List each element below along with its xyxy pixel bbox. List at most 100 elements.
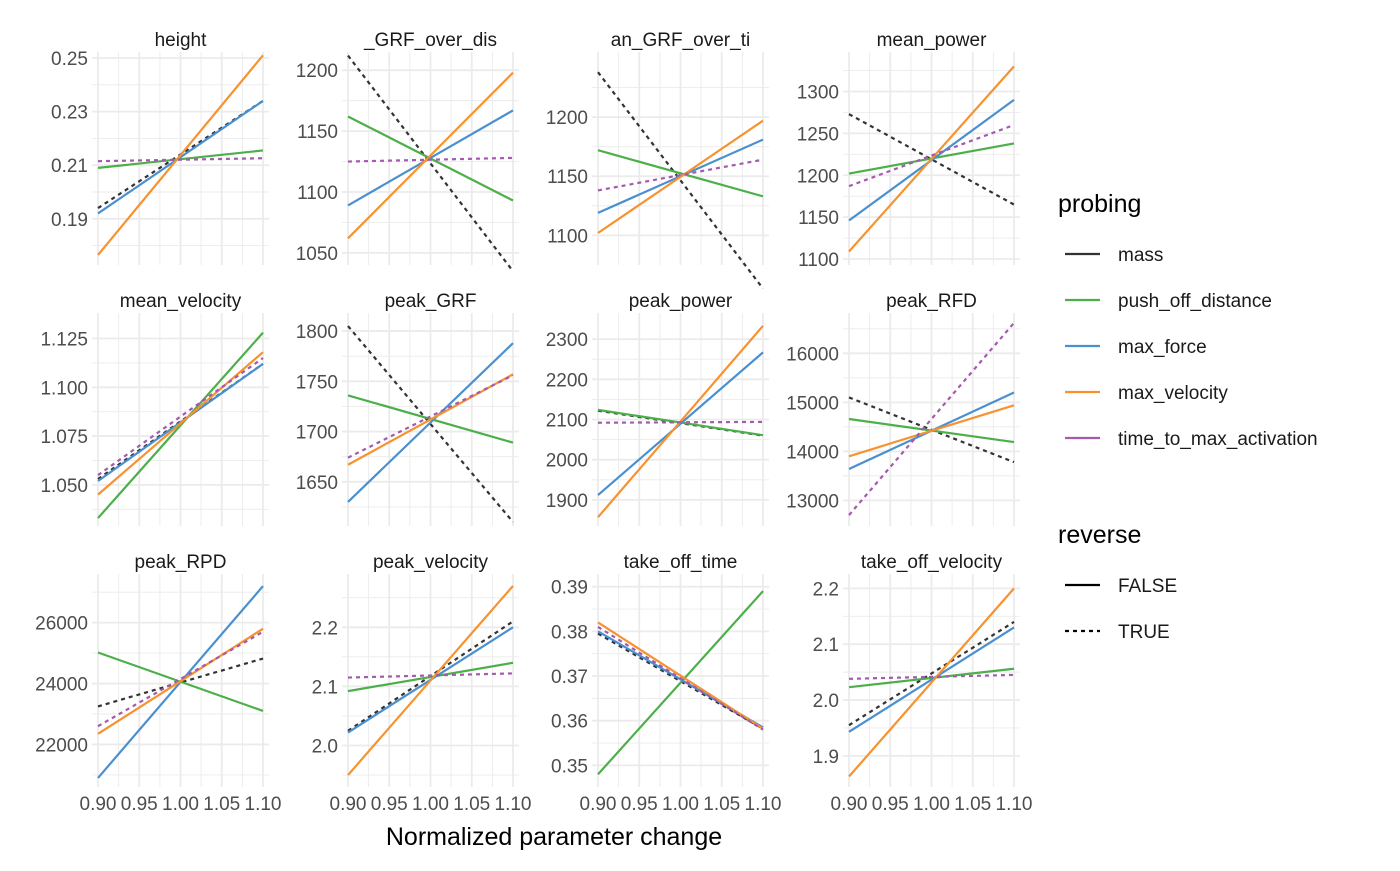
y-tick-label: 13000 [786, 491, 839, 512]
series-line-max-velocity [347, 71, 514, 240]
series-line-max-velocity [848, 587, 1015, 778]
panel-grid [592, 574, 769, 787]
legend: probing mass push_off_distance max_forcema… [1058, 190, 1318, 643]
x-tick-label: 1.00 [412, 794, 449, 815]
facet-panel: _GRF_over_dis 1050 1100 1150 1200 [296, 30, 519, 272]
y-tick-label: 0.21 [51, 156, 88, 177]
y-tick-label: 24000 [35, 675, 88, 696]
x-tick-label: 0.95 [121, 794, 158, 815]
x-tick-label: 1.00 [913, 794, 950, 815]
y-tick-label: 0.37 [551, 667, 588, 688]
x-tick-label: 1.10 [996, 794, 1033, 815]
y-tick-label: 2.2 [312, 618, 338, 639]
x-tick-label: 1.05 [954, 794, 991, 815]
series-line-max-velocity [848, 404, 1015, 458]
facet-panel: peak_RPD 22000 24000 26000 0.90 0.95 1.00 1.05 1… [35, 552, 281, 815]
legend-probing-items: mass push_off_distance max_force max_veloci… [1065, 245, 1318, 450]
y-tick-label: 26000 [35, 614, 88, 635]
series-line-push-off-distance [347, 661, 514, 693]
x-tick-label: 1.10 [745, 794, 782, 815]
series-line-time-to-max-activation [848, 123, 1015, 188]
panel-title: take_off_velocity [861, 552, 1003, 573]
legend-label: TRUE [1118, 622, 1170, 643]
x-axis-label: Normalized parameter change [386, 823, 722, 851]
series-line-mass [347, 54, 514, 272]
y-tick-label: 0.35 [551, 756, 588, 777]
series-line-time-to-max-activation [97, 157, 264, 163]
series-line-push-off-distance [597, 149, 764, 198]
y-tick-label: 2100 [546, 411, 588, 432]
x-tick-label: 1.05 [203, 794, 240, 815]
y-tick-label: 1150 [798, 208, 839, 229]
series-line-max-force [97, 99, 264, 215]
x-tick-label: 1.00 [662, 794, 699, 815]
series-line-time-to-max-activation [347, 156, 514, 163]
series-line-push-off-distance [848, 667, 1015, 689]
x-tick-label: 1.00 [162, 794, 199, 815]
y-tick-label: 1.050 [40, 476, 88, 497]
legend-label: mass [1118, 245, 1163, 266]
legend-item-time-to-max-activation: time_to_max_activation [1065, 429, 1318, 450]
y-tick-label: 1250 [797, 124, 839, 145]
legend-reverse-items: FALSE TRUE [1065, 576, 1177, 643]
facet-panel: mean_power 1100 1150 1200 1250 1300 [797, 30, 1020, 271]
series-line-max-velocity [97, 54, 264, 256]
series-line-max-force [597, 351, 764, 496]
y-tick-label: 0.23 [51, 103, 88, 124]
y-tick-label: 2.1 [813, 635, 839, 656]
y-tick-label: 15000 [786, 393, 839, 414]
y-tick-label: 2200 [546, 370, 588, 391]
y-tick-label: 2.1 [312, 677, 338, 698]
y-tick-label: 1.100 [40, 378, 88, 399]
panel-grid [592, 52, 769, 265]
y-tick-label: 1900 [546, 491, 588, 512]
panel-title: mean_power [877, 30, 988, 51]
panel-title: mean_velocity [120, 291, 242, 312]
series-line-max-velocity [597, 119, 764, 234]
panel-grid [92, 574, 269, 787]
panel-grid [843, 313, 1020, 526]
panel-title: take_off_time [624, 552, 738, 573]
series-line-mass [597, 71, 764, 290]
panel-title: _GRF_over_dis [363, 30, 497, 51]
legend-item-true: TRUE [1065, 622, 1170, 643]
x-tick-label: 1.05 [703, 794, 740, 815]
facet-panel: mean_velocity 1.050 1.075 1.100 1.125 [40, 291, 269, 526]
facet-panels: height 0.19 0.21 0.23 0.25 _GRF_over_dis 1050 1… [35, 30, 1032, 815]
legend-item-push-off-distance: push_off_distance [1065, 291, 1272, 312]
facet-panel: peak_GRF 1650 1700 1750 1800 [296, 291, 519, 526]
series-line-mass [97, 362, 264, 480]
facet-panel: an_GRF_over_ti 1100 1150 1200 [546, 30, 769, 290]
y-tick-label: 22000 [35, 735, 88, 756]
y-tick-label: 2.0 [312, 737, 338, 758]
panel-title: peak_power [629, 291, 733, 312]
panel-grid [92, 52, 269, 265]
y-tick-label: 1100 [798, 250, 839, 271]
y-tick-label: 2000 [546, 451, 588, 472]
y-tick-label: 1700 [296, 423, 338, 444]
legend-label: max_force [1118, 337, 1207, 358]
x-tick-label: 0.95 [621, 794, 658, 815]
panel-grid [342, 313, 519, 526]
y-tick-label: 2.2 [813, 579, 839, 600]
x-tick-label: 1.10 [245, 794, 282, 815]
series-line-time-to-max-activation [347, 374, 514, 459]
series-line-push-off-distance [597, 590, 764, 776]
series-line-time-to-max-activation [347, 672, 514, 679]
y-tick-label: 0.36 [551, 712, 588, 733]
y-tick-label: 14000 [786, 442, 839, 463]
series-line-time-to-max-activation [597, 158, 764, 192]
y-tick-label: 0.19 [51, 210, 88, 231]
x-tick-label: 0.90 [80, 794, 117, 815]
x-tick-label: 0.95 [371, 794, 408, 815]
legend-item-max-force: max_force [1065, 337, 1207, 358]
y-tick-label: 1750 [296, 372, 338, 393]
series-line-max-force [848, 626, 1015, 733]
y-tick-label: 1050 [296, 244, 338, 265]
facet-panel: peak_power 1900 2000 2100 2200 2300 [546, 291, 769, 526]
y-tick-label: 1800 [296, 322, 338, 343]
panel-grid [592, 313, 769, 526]
panel-title: peak_RFD [886, 291, 977, 312]
